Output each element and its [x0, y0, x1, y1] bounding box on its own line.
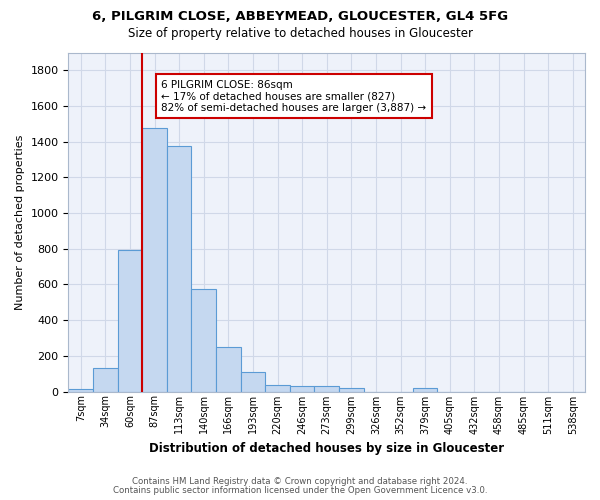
- Bar: [413, 388, 437, 392]
- Bar: [265, 386, 290, 392]
- Bar: [339, 388, 364, 392]
- Text: Contains HM Land Registry data © Crown copyright and database right 2024.: Contains HM Land Registry data © Crown c…: [132, 477, 468, 486]
- Bar: [216, 347, 241, 392]
- Bar: [68, 389, 93, 392]
- Y-axis label: Number of detached properties: Number of detached properties: [15, 134, 25, 310]
- X-axis label: Distribution of detached houses by size in Gloucester: Distribution of detached houses by size …: [149, 442, 504, 455]
- Bar: [241, 372, 265, 392]
- Text: Contains public sector information licensed under the Open Government Licence v3: Contains public sector information licen…: [113, 486, 487, 495]
- Bar: [118, 250, 142, 392]
- Bar: [290, 386, 314, 392]
- Text: 6, PILGRIM CLOSE, ABBEYMEAD, GLOUCESTER, GL4 5FG: 6, PILGRIM CLOSE, ABBEYMEAD, GLOUCESTER,…: [92, 10, 508, 23]
- Text: Size of property relative to detached houses in Gloucester: Size of property relative to detached ho…: [128, 28, 473, 40]
- Text: 6 PILGRIM CLOSE: 86sqm
← 17% of detached houses are smaller (827)
82% of semi-de: 6 PILGRIM CLOSE: 86sqm ← 17% of detached…: [161, 80, 427, 113]
- Bar: [142, 128, 167, 392]
- Bar: [167, 146, 191, 392]
- Bar: [314, 386, 339, 392]
- Bar: [93, 368, 118, 392]
- Bar: [191, 289, 216, 392]
